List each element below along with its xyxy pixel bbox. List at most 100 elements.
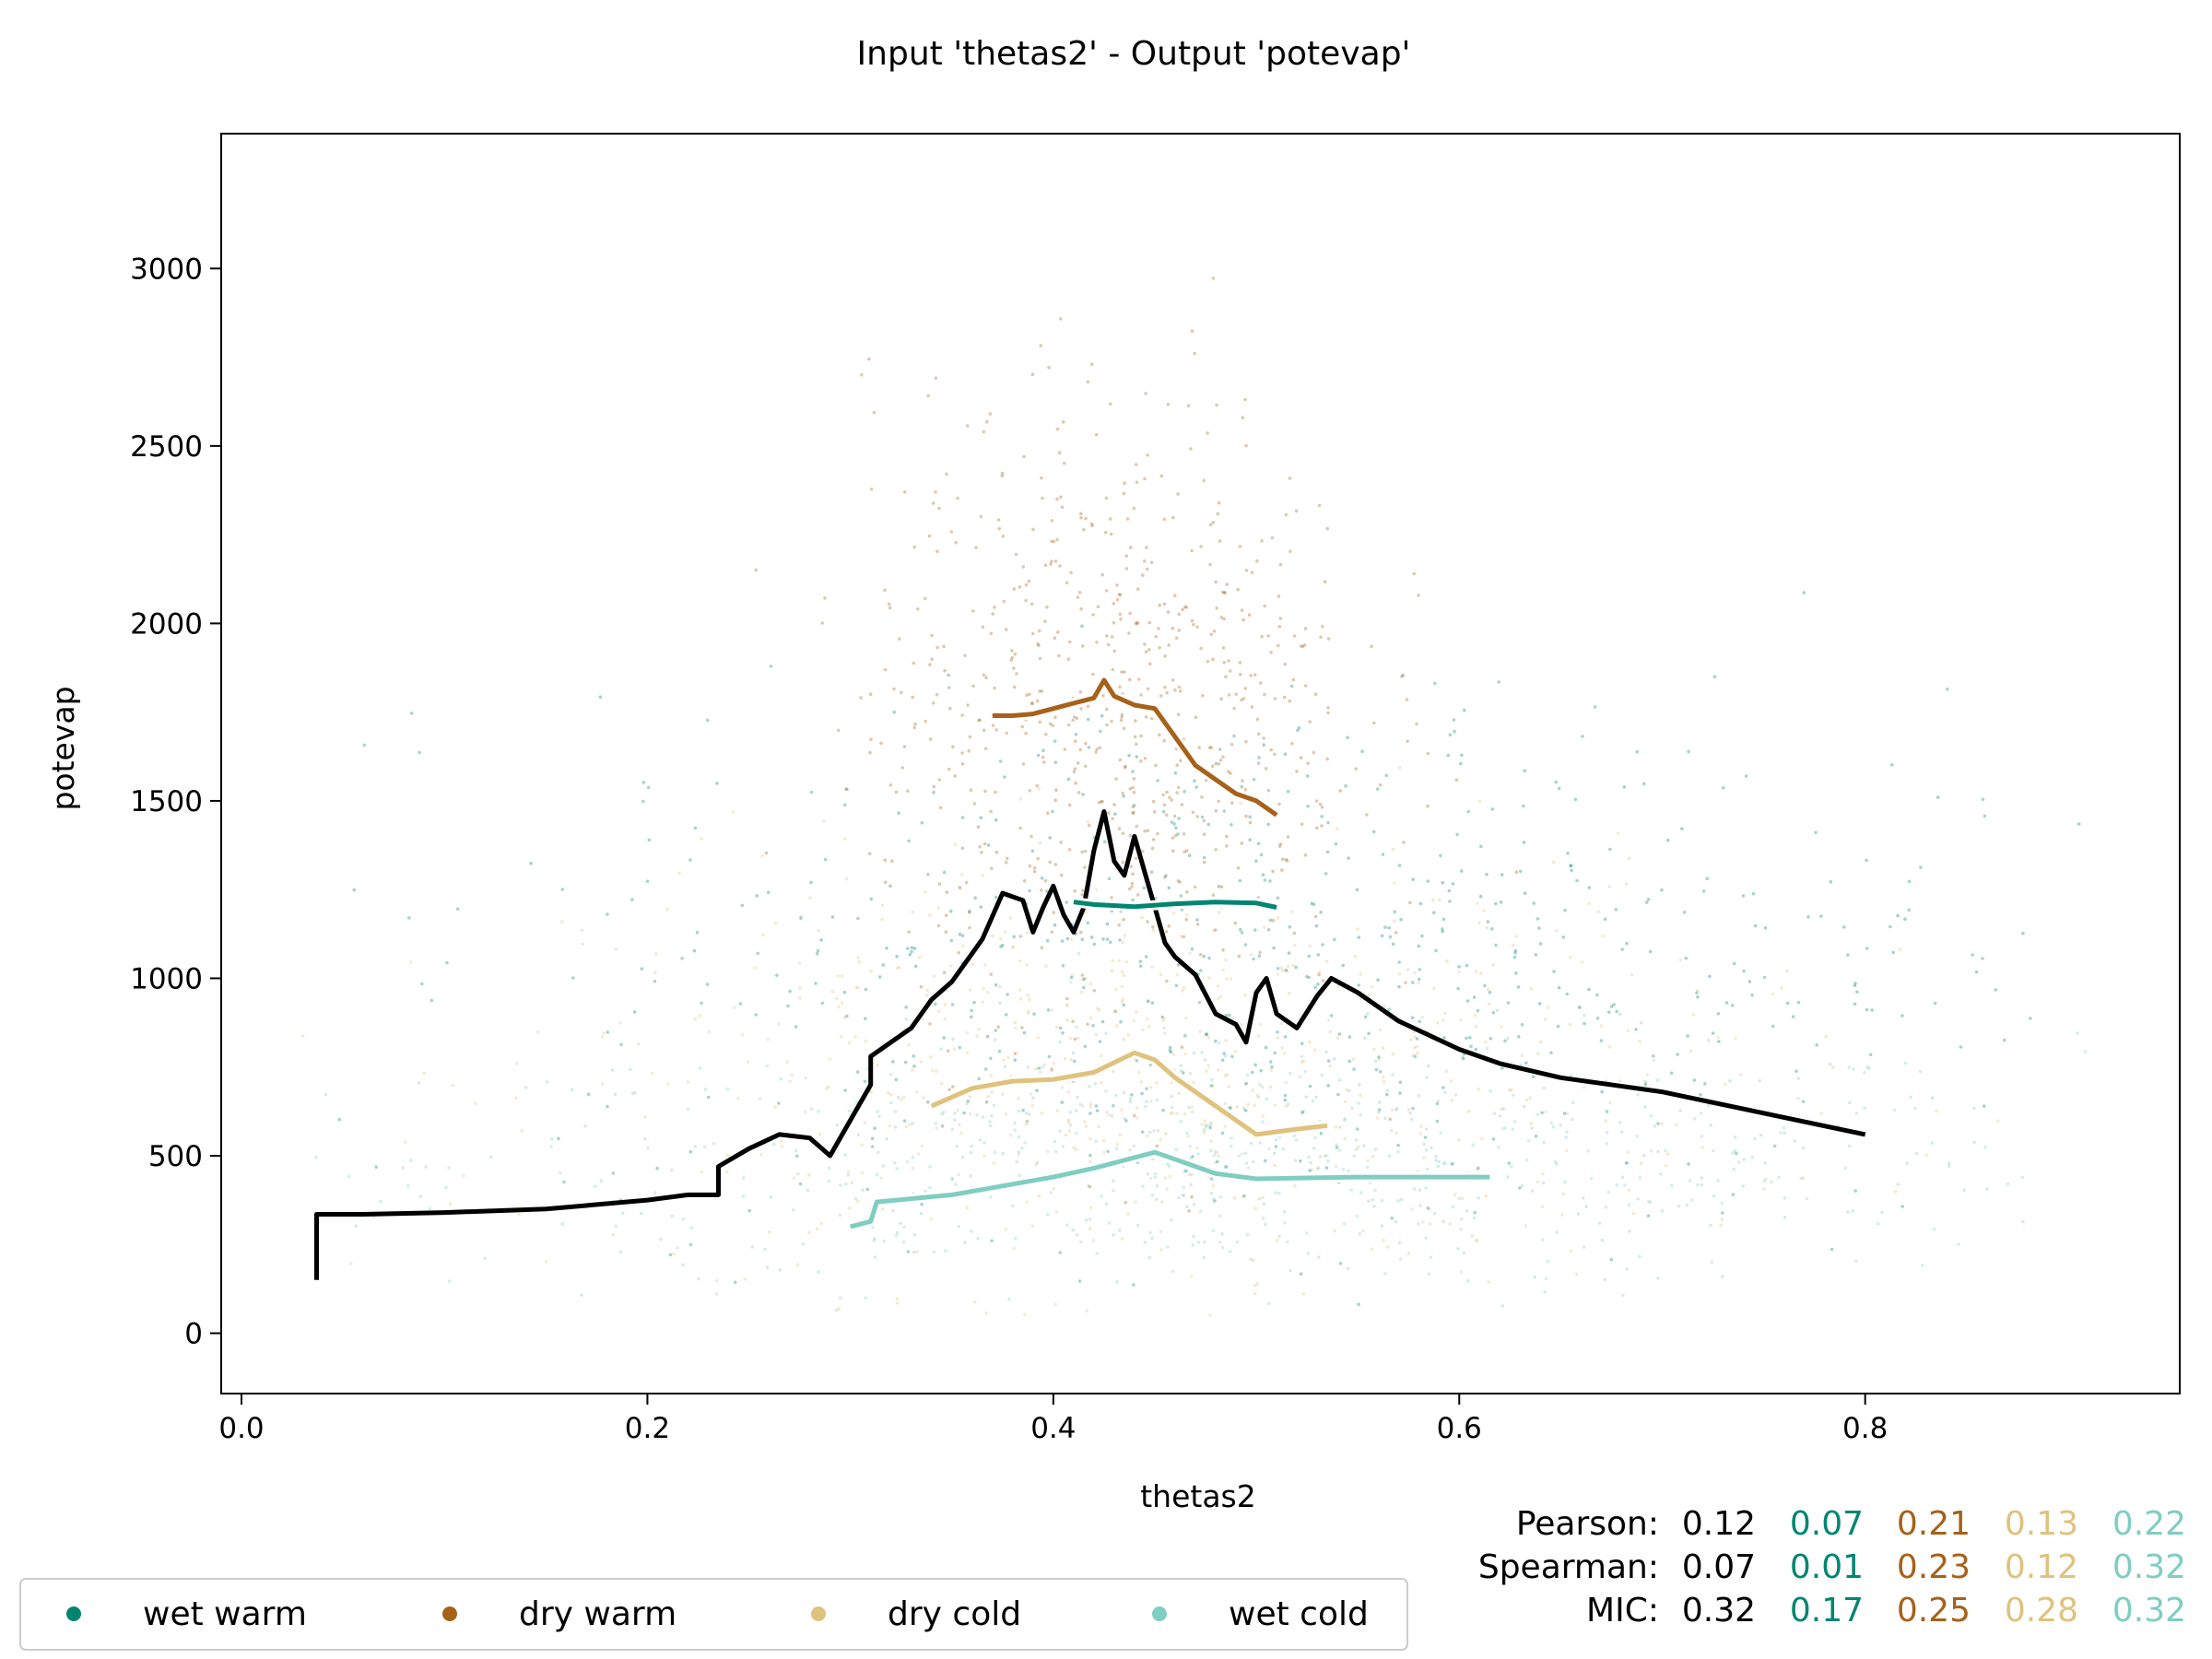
scatter-point	[1535, 917, 1540, 921]
scatter-point	[1259, 1069, 1263, 1073]
scatter-point	[1589, 1176, 1594, 1181]
scatter-point	[1716, 1179, 1720, 1182]
scatter-point	[1096, 1006, 1100, 1011]
scatter-point	[1063, 1057, 1067, 1061]
scatter-point	[1167, 643, 1171, 647]
scatter-point	[949, 909, 953, 913]
scatter-point	[925, 988, 930, 993]
scatter-point	[1524, 1159, 1529, 1162]
scatter-point	[1113, 812, 1117, 816]
scatter-point	[755, 894, 759, 898]
scatter-point	[1452, 1161, 1455, 1166]
scatter-point	[1400, 675, 1404, 678]
scatter-point	[1453, 729, 1456, 734]
scatter-point	[1345, 1088, 1348, 1092]
scatter-point	[1854, 1112, 1859, 1115]
scatter-point	[894, 1233, 899, 1238]
scatter-point	[354, 1224, 359, 1228]
scatter-point	[424, 1165, 428, 1169]
scatter-point	[1088, 1159, 1092, 1163]
scatter-point	[1302, 643, 1307, 647]
stat-value: 0.12	[1682, 1505, 1756, 1543]
scatter-point	[618, 1021, 622, 1025]
scatter-point	[876, 1110, 880, 1113]
scatter-point	[1109, 532, 1113, 536]
scatter-point	[1338, 789, 1342, 793]
scatter-point	[1140, 1028, 1145, 1031]
scatter-point	[1159, 694, 1163, 698]
scatter-point	[916, 1152, 921, 1156]
scatter-point	[1093, 1081, 1098, 1086]
scatter-point	[1102, 840, 1107, 844]
scatter-point	[1630, 972, 1634, 977]
scatter-point	[1537, 926, 1541, 930]
scatter-point	[1273, 752, 1277, 757]
scatter-point	[1132, 804, 1136, 807]
scatter-point	[698, 1066, 702, 1070]
scatter-point	[1325, 757, 1329, 761]
scatter-point	[1763, 1161, 1768, 1165]
scatter-point	[902, 745, 907, 748]
scatter-point	[1214, 1160, 1218, 1165]
scatter-point	[775, 973, 779, 977]
scatter-point	[1057, 451, 1062, 455]
scatter-point	[1257, 1196, 1262, 1201]
scatter-point	[965, 1206, 970, 1210]
scatter-point	[1709, 1124, 1712, 1127]
scatter-point	[1311, 1099, 1315, 1103]
scatter-point	[814, 982, 818, 985]
scatter-point	[1072, 770, 1077, 774]
trend-line-halo-wet-cold	[849, 1147, 1490, 1232]
scatter-point	[1233, 921, 1238, 925]
scatter-point	[1030, 1103, 1034, 1108]
scatter-point	[1733, 1135, 1737, 1139]
scatter-point	[1012, 1246, 1017, 1251]
y-tick-label: 2000	[130, 607, 203, 641]
scatter-point	[876, 1064, 879, 1067]
scatter-point	[1485, 1046, 1489, 1051]
scatter-point	[1100, 572, 1104, 577]
scatter-point	[1382, 1238, 1385, 1242]
scatter-point	[1531, 1075, 1535, 1078]
scatter-point	[1300, 822, 1304, 827]
stat-value: 0.13	[2005, 1505, 2078, 1543]
scatter-point	[1168, 1045, 1172, 1050]
scatter-point	[1443, 1090, 1447, 1095]
scatter-point	[1191, 1243, 1195, 1247]
scatter-point	[688, 1150, 693, 1154]
scatter-point	[1218, 1214, 1222, 1218]
stat-value: 0.25	[1897, 1592, 1971, 1630]
scatter-point	[1009, 658, 1013, 662]
scatter-point	[1158, 646, 1161, 650]
scatter-point	[1476, 1008, 1480, 1013]
scatter-point	[1445, 959, 1449, 963]
scatter-point	[1139, 1080, 1144, 1084]
scatter-point	[1154, 635, 1159, 639]
scatter-point	[1121, 997, 1125, 1002]
scatter-point	[1035, 699, 1040, 703]
scatter-point	[1163, 654, 1167, 658]
scatter-point	[707, 1030, 711, 1034]
scatter-point	[1932, 1227, 1936, 1231]
scatter-point	[1595, 993, 1599, 997]
scatter-point	[448, 1202, 453, 1206]
scatter-point	[1229, 1105, 1233, 1110]
scatter-point	[898, 637, 901, 641]
scatter-point	[1228, 1013, 1231, 1018]
scatter-point	[1101, 693, 1105, 698]
scatter-point	[1620, 1175, 1625, 1180]
scatter-point	[1005, 731, 1008, 735]
scatter-point	[1225, 977, 1229, 981]
scatter-point	[1047, 366, 1051, 370]
scatter-point	[1852, 1067, 1855, 1071]
scatter-point	[1624, 882, 1629, 886]
scatter-point	[1046, 1149, 1050, 1154]
scatter-point	[1120, 712, 1124, 717]
scatter-point	[856, 986, 860, 990]
scatter-point	[653, 1191, 657, 1194]
scatter-point	[771, 1142, 776, 1147]
scatter-point	[1391, 848, 1395, 852]
scatter-point	[1342, 1222, 1347, 1226]
scatter-point	[1075, 1132, 1078, 1135]
scatter-point	[1124, 1201, 1128, 1205]
